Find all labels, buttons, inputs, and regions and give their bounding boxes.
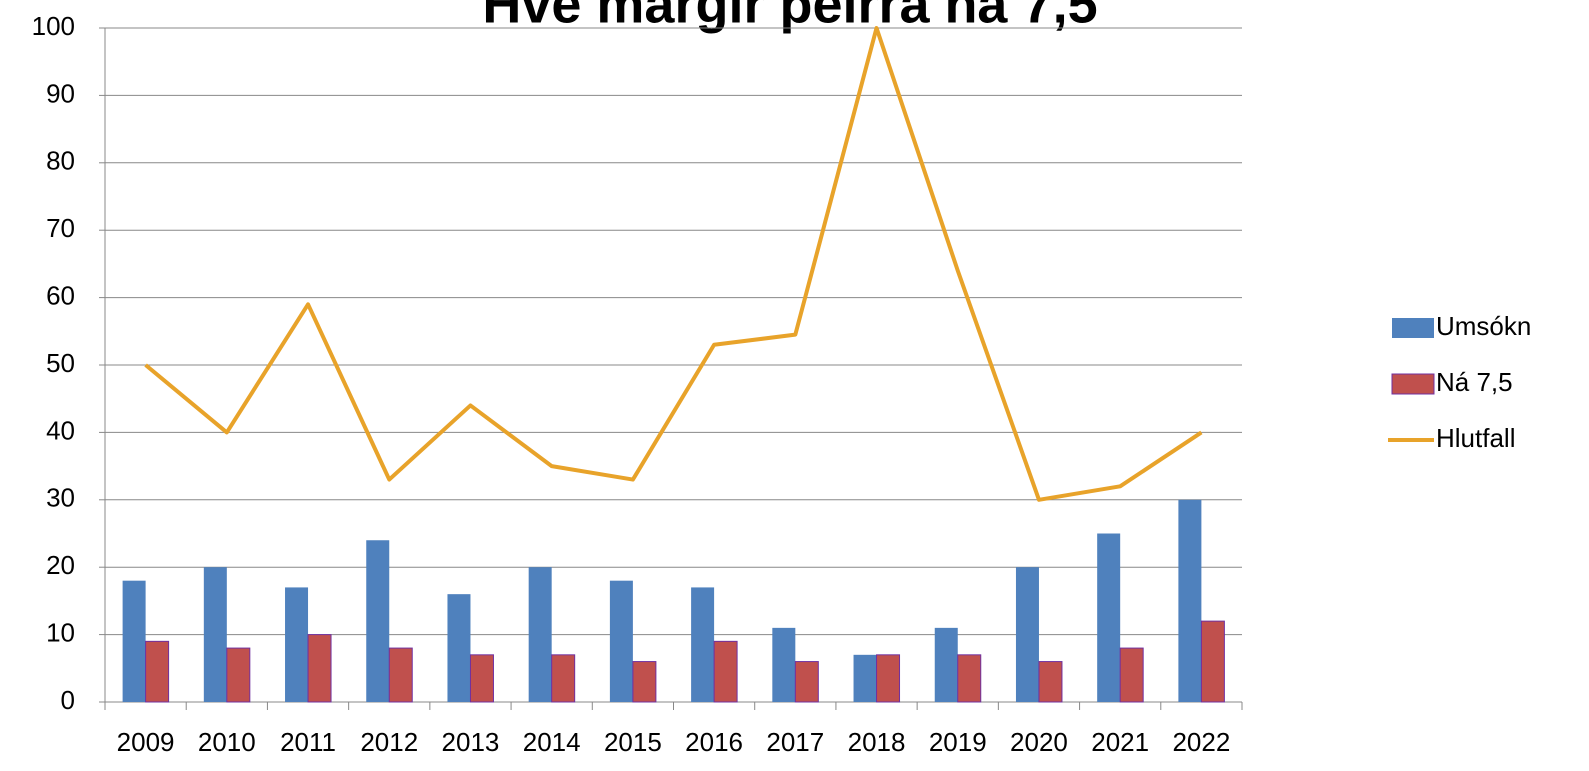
bar	[876, 654, 901, 703]
x-tick-label: 2020	[1010, 727, 1068, 757]
x-tick-label: 2018	[848, 727, 906, 757]
y-tick-label: 20	[46, 550, 75, 580]
bar	[307, 634, 332, 703]
bar	[1119, 647, 1144, 703]
bar	[1015, 567, 1039, 702]
y-tick-label: 70	[46, 213, 75, 243]
y-tick-label: 80	[46, 146, 75, 176]
y-tick-label: 90	[46, 78, 75, 108]
x-tick-label: 2011	[280, 727, 336, 757]
legend-label: Umsókn	[1436, 311, 1531, 341]
bar	[122, 580, 146, 702]
bar	[691, 587, 715, 702]
bar	[934, 627, 958, 702]
x-tick-label: 2016	[685, 727, 743, 757]
x-tick-label: 2015	[604, 727, 662, 757]
y-tick-label: 100	[32, 11, 75, 41]
bar	[957, 654, 982, 703]
bar	[203, 567, 227, 702]
bar	[1097, 533, 1121, 702]
y-tick-label: 0	[61, 685, 75, 715]
x-tick-label: 2010	[198, 727, 256, 757]
chart-title: Hve margir þeirra ná 7,5	[482, 0, 1097, 34]
legend-swatch	[1392, 318, 1434, 338]
bar	[1178, 499, 1202, 702]
bar	[469, 654, 494, 703]
line	[144, 26, 1203, 502]
y-tick-label: 30	[46, 483, 75, 513]
bar	[609, 580, 633, 702]
bar	[1038, 661, 1063, 703]
y-tick-label: 50	[46, 348, 75, 378]
legend-label: Hlutfall	[1436, 423, 1515, 453]
bar	[388, 647, 413, 703]
x-tick-label: 2019	[929, 727, 987, 757]
bar	[794, 661, 819, 703]
x-tick-label: 2013	[442, 727, 500, 757]
bar	[1200, 620, 1225, 703]
bar	[551, 654, 576, 703]
y-tick-label: 60	[46, 280, 75, 310]
x-tick-label: 2017	[766, 727, 824, 757]
bar	[713, 640, 738, 703]
bar	[772, 627, 796, 702]
bar	[447, 594, 471, 702]
bar	[145, 640, 170, 703]
bar	[226, 647, 251, 703]
x-tick-label: 2022	[1172, 727, 1230, 757]
x-tick-label: 2009	[117, 727, 175, 757]
x-tick-label: 2021	[1091, 727, 1149, 757]
bar	[285, 587, 309, 702]
x-tick-label: 2014	[523, 727, 581, 757]
legend-swatch	[1391, 373, 1435, 395]
bar	[366, 540, 390, 702]
x-tick-label: 2012	[360, 727, 418, 757]
y-tick-label: 40	[46, 415, 75, 445]
bar	[528, 567, 552, 702]
bar	[632, 661, 657, 703]
legend-label: Ná 7,5	[1436, 367, 1513, 397]
y-tick-label: 10	[46, 617, 75, 647]
bar	[853, 654, 877, 702]
